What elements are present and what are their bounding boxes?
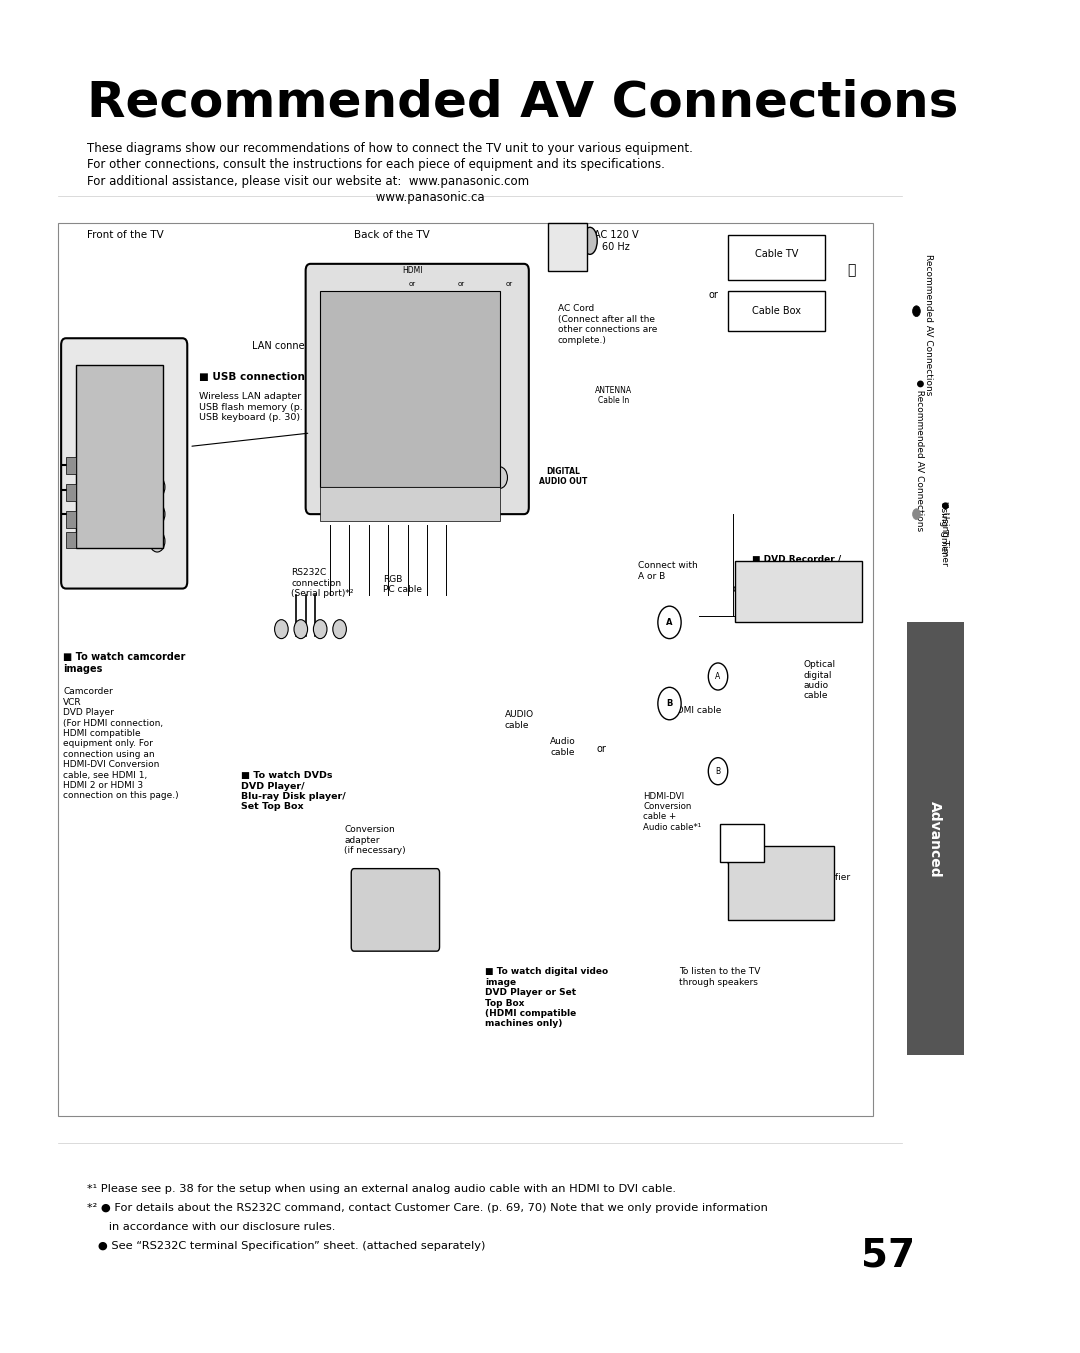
Text: Advanced: Advanced: [929, 801, 943, 877]
Circle shape: [274, 620, 288, 639]
Bar: [66, 484, 76, 501]
Text: *² ● For details about the RS232C command, contact Customer Care. (p. 69, 70) No: *² ● For details about the RS232C comman…: [87, 1203, 768, 1212]
Text: LAN connection (p. 31): LAN connection (p. 31): [253, 341, 364, 350]
Text: ■ PC: ■ PC: [359, 934, 386, 943]
Bar: [320, 291, 500, 487]
Text: Audio
cable: Audio cable: [550, 737, 576, 756]
Text: or: or: [597, 744, 607, 754]
Text: AUDIO
cable: AUDIO cable: [504, 710, 534, 729]
Text: RGB
PC cable: RGB PC cable: [383, 575, 422, 594]
Text: *¹ Please see p. 38 for the setup when using an external analog audio cable with: *¹ Please see p. 38 for the setup when u…: [87, 1184, 676, 1193]
Text: HDMI cable: HDMI cable: [670, 706, 720, 716]
Circle shape: [473, 467, 488, 488]
Text: A: A: [715, 672, 720, 681]
Text: 📡: 📡: [848, 264, 856, 277]
Text: ■ DVD Recorder /
VCR: ■ DVD Recorder / VCR: [752, 555, 841, 574]
Text: in accordance with our disclosure rules.: in accordance with our disclosure rules.: [87, 1222, 336, 1231]
Text: For additional assistance, please visit our website at:  www.panasonic.com: For additional assistance, please visit …: [87, 175, 529, 188]
Text: RS232C
connection
(Serial port)*²: RS232C connection (Serial port)*²: [292, 568, 353, 598]
Text: or: or: [505, 281, 513, 287]
Bar: [728, 846, 835, 920]
Text: ■ To watch digital video
image
DVD Player or Set
Top Box
(HDMI compatible
machin: ■ To watch digital video image DVD Playe…: [485, 967, 608, 1028]
Circle shape: [294, 620, 308, 639]
Circle shape: [913, 509, 920, 520]
Text: PC: PC: [489, 375, 500, 383]
Bar: [549, 223, 588, 271]
Text: B: B: [666, 700, 673, 708]
Circle shape: [333, 620, 347, 639]
Bar: [66, 457, 76, 474]
Ellipse shape: [583, 227, 597, 254]
Bar: [720, 824, 764, 862]
Circle shape: [658, 687, 681, 720]
Circle shape: [434, 467, 449, 488]
Circle shape: [708, 758, 728, 785]
Text: Cable Box: Cable Box: [752, 306, 800, 317]
Bar: [735, 561, 862, 622]
Text: or: or: [409, 281, 416, 287]
Text: VIDEO IN2: VIDEO IN2: [87, 498, 123, 503]
Text: Back of the TV: Back of the TV: [354, 230, 430, 239]
Bar: [76, 365, 163, 548]
Text: Recommended AV Connections: Recommended AV Connections: [923, 254, 933, 395]
Text: SD
CARD: SD CARD: [87, 406, 107, 419]
Text: AV IN: AV IN: [418, 326, 436, 331]
Text: Wireless LAN adapter (p. 31)
USB flash memory (p. 26)
USB keyboard (p. 30): Wireless LAN adapter (p. 31) USB flash m…: [199, 392, 336, 422]
Text: HDMI: HDMI: [402, 267, 422, 275]
FancyBboxPatch shape: [306, 264, 529, 514]
Text: Optical
digital
audio
cable: Optical digital audio cable: [804, 660, 836, 701]
Bar: [320, 487, 500, 521]
Text: Recommended AV Connections: Recommended AV Connections: [87, 78, 959, 126]
Text: Connect with
A or B: Connect with A or B: [638, 561, 698, 580]
Text: DIGITAL
AUDIO OUT: DIGITAL AUDIO OUT: [539, 467, 586, 486]
Text: ANTENNA
Cable In: ANTENNA Cable In: [595, 386, 632, 405]
Text: or: or: [457, 281, 464, 287]
Text: AC Cord
(Connect after all the
other connections are
complete.): AC Cord (Connect after all the other con…: [558, 304, 658, 345]
Text: A: A: [666, 618, 673, 626]
Circle shape: [149, 530, 165, 552]
Circle shape: [149, 476, 165, 498]
Text: 57: 57: [861, 1237, 915, 1275]
Circle shape: [454, 467, 469, 488]
Text: Camcorder
VCR
DVD Player
(For HDMI connection,
HDMI compatible
equipment only. F: Camcorder VCR DVD Player (For HDMI conne…: [63, 687, 178, 801]
Text: HDMI: HDMI: [467, 326, 485, 331]
Text: OPTICAL
IN: OPTICAL IN: [727, 859, 764, 878]
Text: ● Recommended AV Connections: ● Recommended AV Connections: [916, 379, 924, 530]
Text: HDMI-DVI
Conversion
cable +
Audio cable*¹: HDMI-DVI Conversion cable + Audio cable*…: [644, 792, 702, 832]
Bar: [728, 235, 825, 280]
Text: For other connections, consult the instructions for each piece of equipment and : For other connections, consult the instr…: [87, 158, 665, 172]
Text: B: B: [715, 767, 720, 775]
Text: ■ To watch DVDs
DVD Player/
Blu-ray Disk player/
Set Top Box: ■ To watch DVDs DVD Player/ Blu-ray Disk…: [241, 771, 346, 812]
Text: Front of the TV: Front of the TV: [87, 230, 164, 239]
Text: ● Using Timer: ● Using Timer: [940, 501, 948, 566]
Text: www.panasonic.ca: www.panasonic.ca: [87, 191, 485, 204]
FancyBboxPatch shape: [62, 338, 187, 589]
Circle shape: [491, 467, 508, 488]
Text: AC 120 V
60 Hz: AC 120 V 60 Hz: [594, 230, 638, 252]
Bar: [66, 511, 76, 528]
Circle shape: [313, 620, 327, 639]
Circle shape: [913, 306, 920, 317]
Text: ■ USB connections: ■ USB connections: [199, 372, 311, 382]
Text: To listen to the TV
through speakers: To listen to the TV through speakers: [679, 967, 760, 986]
Circle shape: [658, 606, 681, 639]
Circle shape: [708, 663, 728, 690]
Text: Computer: Computer: [364, 893, 411, 902]
Text: These diagrams show our recommendations of how to connect the TV unit to your va: These diagrams show our recommendations …: [87, 142, 693, 156]
Text: or: or: [732, 584, 742, 594]
Text: AUDIC: AUDIC: [441, 363, 462, 368]
Bar: [58, 223, 874, 1116]
Text: Amplifier: Amplifier: [810, 873, 851, 882]
Bar: [66, 532, 76, 548]
Text: or: or: [708, 290, 718, 300]
Text: Using Timer: Using Timer: [940, 501, 948, 555]
Bar: [728, 291, 825, 331]
Text: Cable TV: Cable TV: [755, 249, 798, 260]
Text: or: or: [146, 488, 156, 499]
Text: Conversion
adapter
(if necessary): Conversion adapter (if necessary): [345, 825, 406, 855]
Bar: [907, 622, 963, 1055]
Text: ■ To watch camcorder
images: ■ To watch camcorder images: [63, 652, 186, 674]
FancyBboxPatch shape: [351, 869, 440, 951]
Text: ● See “RS232C terminal Specification” sheet. (attached separately): ● See “RS232C terminal Specification” sh…: [87, 1241, 486, 1250]
Circle shape: [149, 503, 165, 525]
